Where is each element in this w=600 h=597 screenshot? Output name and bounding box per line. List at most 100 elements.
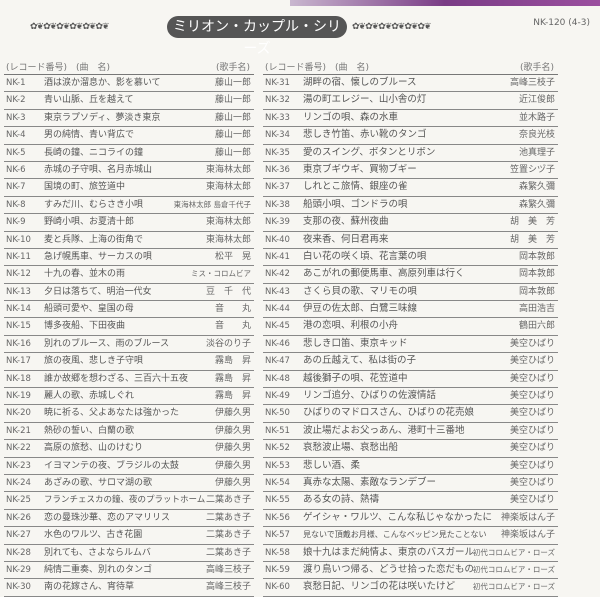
record-number: NK-11 [6,251,31,262]
title-banner: ✿❦✿❦✿❦✿❦✿❦✿❦ ミリオン・カップル・シリーズ ✿❦✿❦✿❦✿❦✿❦✿❦ [0,14,600,57]
record-number: NK-27 [6,530,31,541]
artist-name: 東海林太郎 [205,234,251,245]
song-title: 南の花嫁さん、宵待草 [44,582,135,593]
artist-name: 森繁久彌 [518,182,555,193]
table-row: NK-50 ひばりのマドロスさん、ひばりの花売娘 美空ひばり [263,405,558,423]
artist-name: 高田浩吉 [518,304,555,315]
song-title: 悲しき竹笛、赤い靴のタンゴ [303,129,427,141]
artist-name: 笠置シヅ子 [509,164,555,175]
table-row: NK-59 渡り鳥いつ帰る、どうせ拾った恋だもの 初代コロムビア・ローズ [263,562,558,580]
artist-name: 二葉あき子 [205,530,251,541]
record-number: NK-33 [265,112,290,123]
table-row: NK-8 すみだ川、むらさき小唄 東海林太郎 島倉千代子 [4,197,254,215]
song-title: 赤城の子守唄、名月赤城山 [44,164,153,175]
song-title: 船頭小唄、ゴンドラの唄 [303,198,408,210]
artist-name: 美空ひばり [509,425,555,436]
artist-name: 近江俊郎 [518,95,555,106]
record-number: NK-32 [265,95,290,106]
artist-name: 音 丸 [214,321,251,332]
song-title: フランチェスカの鐘、夜のプラットホーム [44,495,206,506]
table-row: NK-53 悲しい酒、柔 美空ひばり [263,458,558,475]
table-row: NK-12 十九の春、並木の雨 ミス・コロムビア [4,266,254,284]
table-row: NK-24 あざみの歌、サロマ湖の歌 伊藤久男 [4,475,254,493]
song-title: 悲しき口笛、東京キッド [303,337,408,349]
table-row: NK-56 ゲイシャ・ワルツ、こんな私じゃなかったに 神楽坂はん子 [263,510,558,528]
artist-name: 美空ひばり [509,338,555,349]
song-title: リンゴの唄、森の水車 [303,111,399,123]
song-title: 誰か故郷を想わざる、三百六十五夜 [44,373,189,384]
artist-name: 美空ひばり [509,477,555,488]
record-number: NK-48 [265,373,290,384]
song-title: 熱砂の誓い、白蘭の歌 [44,425,135,436]
table-row: NK-31 湖畔の宿、懐しのブルース 高峰三枝子 [263,75,558,93]
song-title: 麗人の歌、赤城しぐれ [44,391,135,402]
song-title: 恋の曼珠沙華、恋のアマリリス [44,512,171,523]
table-row: NK-46 悲しき口笛、東京キッド 美空ひばり [263,336,558,354]
song-title: 船頭可愛や、皇国の母 [44,304,134,315]
record-number: NK-3 [6,112,26,123]
record-number: NK-53 [265,460,290,471]
song-title: 哀愁波止場、哀愁出船 [303,442,399,454]
table-row: NK-7 国境の町、旅笠道中 東海林太郎 [4,179,254,197]
song-title: 国境の町、旅笠道中 [44,182,126,193]
table-row: NK-16 別れのブルース、雨のブルース 淡谷のり子 [4,336,254,354]
record-no-header: (レコード番号) [265,63,327,73]
record-number: NK-1 [6,78,26,88]
table-row: NK-3 東京ラプソディ、夢淡き東京 藤山一郎 [4,110,254,128]
song-title: 白い花の咲く頃、花言葉の唄 [303,250,427,262]
artist-name: 美空ひばり [509,373,555,384]
table-row: NK-19 麗人の歌、赤城しぐれ 霧島 昇 [4,388,254,406]
song-title: ゲイシャ・ワルツ、こんな私じゃなかったに [303,511,493,523]
song-title: 別れても、さよならルムバ [44,547,151,558]
table-row: NK-51 波止場だよお父っあん、港町十三番地 美空ひばり [263,423,558,441]
table-row: NK-41 白い花の咲く頃、花言葉の唄 岡本敦郎 [263,249,558,267]
table-row: NK-26 恋の曼珠沙華、恋のアマリリス 二葉あき子 [4,510,254,528]
song-title: 波止場だよお父っあん、港町十三番地 [303,424,465,436]
record-number: NK-58 [265,547,290,558]
record-number: NK-52 [265,443,290,454]
table-row: NK-4 男の純情、青い背広で 藤山一郎 [4,127,254,145]
artist-header: (歌手名) [519,63,554,73]
artist-name: 美空ひばり [509,443,555,454]
record-number: NK-31 [265,78,290,88]
song-title: 娘十九はまだ純情よ、東京のバスガール [303,546,475,558]
table-row: NK-36 東京ブギウギ、買物ブギー 笠置シヅ子 [263,162,558,180]
table-row: NK-5 長崎の鐘、ニコライの鐘 藤山一郎 [4,145,254,162]
record-number: NK-9 [6,217,26,228]
record-number: NK-49 [265,391,290,402]
record-number: NK-39 [265,217,290,228]
table-row: NK-57 見ないで頂戴お月様、こんなベッピン見たことない 神楽坂はん子 [263,527,558,545]
record-number: NK-14 [6,304,31,315]
table-row: NK-18 誰か故郷を想わざる、三百六十五夜 霧島 昇 [4,371,254,389]
song-title: 暁に祈る、父よあなたは強かった [44,408,180,419]
record-number: NK-45 [265,321,290,332]
artist-name: 美空ひばり [509,408,555,419]
artist-name: 東海林太郎 [205,182,251,193]
artist-name: 伊藤久男 [214,477,251,488]
song-title: あざみの歌、サロマ湖の歌 [44,477,153,488]
song-title: 湯の町エレジー、山小舎の灯 [303,94,427,106]
record-number: NK-30 [6,582,31,593]
song-title: 哀愁日記、リンゴの花は咲いたけど [303,581,456,593]
artist-name: 東海林太郎 [205,217,251,228]
top-color-strip [290,0,600,6]
artist-name: 伊藤久男 [214,425,251,436]
table-row: NK-55 ある女の詩、熱禱 美空ひばり [263,492,558,510]
song-title: 渡り鳥いつ帰る、どうせ拾った恋だもの [303,563,475,575]
record-number: NK-6 [6,164,26,175]
song-title: 旅の夜風、悲しき子守唄 [44,356,144,367]
artist-name: 東海林太郎 島倉千代子 [173,199,251,209]
song-title: 伊豆の佐太郎、白鷺三味線 [303,303,418,315]
table-row: NK-42 あこがれの郵便馬車、高原列車は行く 岡本敦郎 [263,266,558,284]
artist-name: 神楽坂はん子 [500,512,555,523]
table-row: NK-60 哀愁日記、リンゴの花は咲いたけど 初代コロムビア・ローズ [263,579,558,597]
left-flourish-ornament: ✿❦✿❦✿❦✿❦✿❦✿❦ [30,22,110,32]
table-row: NK-40 夜来香、何日君再来 胡 美 芳 [263,232,558,249]
table-row: NK-54 真赤な太陽、素敵なランデブー 美空ひばり [263,475,558,493]
song-title: しれとこ旅情、銀座の雀 [303,181,408,193]
catalog-code: NK-120 (4-3) [533,18,590,28]
record-number: NK-57 [265,530,290,541]
artist-name: 胡 美 芳 [509,217,555,228]
right-flourish-ornament: ✿❦✿❦✿❦✿❦✿❦✿❦ [352,22,432,32]
artist-header: (歌手名) [215,63,250,73]
